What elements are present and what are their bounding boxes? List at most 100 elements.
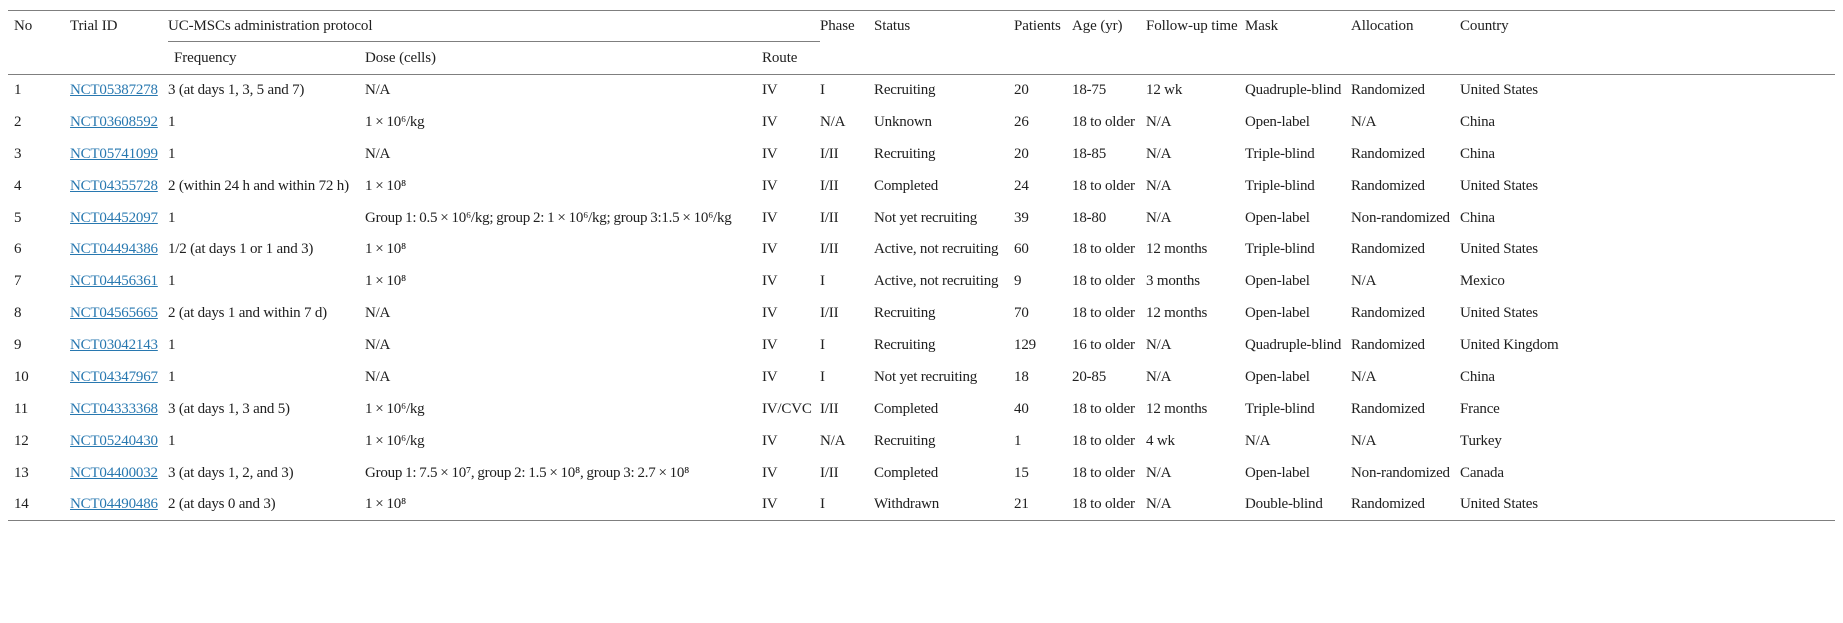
header-country: Country <box>1460 10 1836 75</box>
allocation-cell: Non-randomized <box>1351 464 1450 481</box>
table-row: 2 NCT03608592 1 1 × 10⁶/kg IV N/A Unknown 26 18 … <box>8 106 1835 138</box>
trial-id-link[interactable]: NCT04355728 <box>70 177 158 194</box>
header-row-sub: Frequency Dose (cells) Route <box>8 41 1835 75</box>
country-cell: United States <box>1460 496 1538 513</box>
trial-id-cell: NCT04456361 <box>70 266 168 298</box>
header-dose: Dose (cells) <box>365 41 762 75</box>
frequency-cell: 3 (at days 1, 3, 5 and 7) <box>168 82 305 99</box>
table-row: 14 NCT04490486 2 (at days 0 and 3) 1 × 10⁸ I… <box>8 489 1835 521</box>
follow-up-cell: 12 months <box>1146 305 1208 322</box>
follow-up-cell: N/A <box>1146 496 1172 513</box>
frequency-cell: 1 <box>168 113 176 130</box>
route-cell: IV <box>762 464 778 481</box>
trial-id-link[interactable]: NCT04456361 <box>70 273 158 290</box>
patients-cell: 60 <box>1014 241 1029 258</box>
no-cell: 14 <box>14 496 29 513</box>
frequency-cell: 3 (at days 1, 2, and 3) <box>168 464 294 481</box>
trial-id-link[interactable]: NCT03042143 <box>70 337 158 354</box>
status-cell: Completed <box>874 464 939 481</box>
country-cell: China <box>1460 145 1495 162</box>
allocation-cell: Randomized <box>1351 82 1425 99</box>
phase-cell: N/A <box>820 432 846 449</box>
status-cell: Not yet recruiting <box>874 209 978 226</box>
trial-id-link[interactable]: NCT04565665 <box>70 305 158 322</box>
header-follow-up: Follow-up time <box>1146 10 1246 75</box>
status-cell: Recruiting <box>874 82 936 99</box>
mask-cell: Open-label <box>1245 113 1310 130</box>
country-cell: United States <box>1460 305 1538 322</box>
country-cell: United States <box>1460 177 1538 194</box>
mask-cell: Quadruple-blind <box>1245 82 1342 99</box>
trial-id-link[interactable]: NCT04490486 <box>70 496 158 513</box>
phase-cell: I/II <box>820 177 839 194</box>
trial-id-link[interactable]: NCT04333368 <box>70 400 158 417</box>
trial-id-link[interactable]: NCT04400032 <box>70 464 158 481</box>
dose-cell: 1 × 10⁶/kg <box>365 113 425 130</box>
allocation-cell: Randomized <box>1351 305 1425 322</box>
frequency-cell: 1 <box>168 273 176 290</box>
trial-id-link[interactable]: NCT05240430 <box>70 432 158 449</box>
trial-id-link[interactable]: NCT03608592 <box>70 113 158 130</box>
mask-cell: N/A <box>1245 432 1271 449</box>
status-cell: Recruiting <box>874 337 936 354</box>
table-row: 8 NCT04565665 2 (at days 1 and within 7 d)… <box>8 298 1835 330</box>
trial-id-link[interactable]: NCT04494386 <box>70 241 158 258</box>
dose-cell: Group 1: 0.5 × 10⁶/kg; group 2: 1 × 10⁶/… <box>365 209 732 226</box>
no-cell: 3 <box>14 145 22 162</box>
route-cell: IV <box>762 432 778 449</box>
header-no: No <box>8 10 70 75</box>
no-cell: 11 <box>14 400 29 417</box>
allocation-cell: Randomized <box>1351 241 1425 258</box>
country-cell: Turkey <box>1460 432 1502 449</box>
country-cell: United States <box>1460 241 1538 258</box>
patients-cell: 40 <box>1014 400 1029 417</box>
table-row: 5 NCT04452097 1 Group 1: 0.5 × 10⁶/kg; grou… <box>8 202 1835 234</box>
frequency-cell: 1 <box>168 145 176 162</box>
dose-cell: N/A <box>365 368 391 385</box>
clinical-trials-table: No Trial ID UC-MSCs administration proto… <box>8 10 1836 522</box>
frequency-cell: 2 (at days 1 and within 7 d) <box>168 305 327 322</box>
allocation-cell: Randomized <box>1351 337 1425 354</box>
patients-cell: 24 <box>1014 177 1029 194</box>
status-cell: Recruiting <box>874 145 936 162</box>
phase-cell: I/II <box>820 464 839 481</box>
age-cell: 16 to older <box>1072 337 1135 354</box>
status-cell: Recruiting <box>874 432 936 449</box>
age-cell: 18 to older <box>1072 241 1135 258</box>
table-row: 11 NCT04333368 3 (at days 1, 3 and 5) 1 × 1… <box>8 393 1835 425</box>
trial-id-link[interactable]: NCT05387278 <box>70 82 158 99</box>
dose-cell: 1 × 10⁸ <box>365 241 406 258</box>
frequency-cell: 1 <box>168 337 176 354</box>
no-cell: 4 <box>14 177 22 194</box>
route-cell: IV <box>762 337 778 354</box>
follow-up-cell: N/A <box>1146 368 1172 385</box>
frequency-cell: 1 <box>168 368 176 385</box>
trial-id-link[interactable]: NCT05741099 <box>70 145 158 162</box>
table-row: 6 NCT04494386 1/2 (at days 1 or 1 and 3) 1 … <box>8 234 1835 266</box>
patients-cell: 20 <box>1014 145 1029 162</box>
no-cell: 12 <box>14 432 29 449</box>
frequency-cell: 3 (at days 1, 3 and 5) <box>168 400 290 417</box>
trial-id-cell: NCT04490486 <box>70 489 168 521</box>
phase-cell: I <box>820 368 825 385</box>
age-cell: 18-80 <box>1072 209 1107 226</box>
no-cell: 5 <box>14 209 22 226</box>
phase-cell: I <box>820 273 825 290</box>
no-cell: 9 <box>14 337 22 354</box>
table-row: 10 NCT04347967 1 N/A IV I Not yet recruiting 18… <box>8 362 1835 394</box>
dose-cell: Group 1: 7.5 × 10⁷, group 2: 1.5 × 10⁸, … <box>365 464 690 481</box>
dose-cell: N/A <box>365 145 391 162</box>
patients-cell: 39 <box>1014 209 1029 226</box>
trial-id-link[interactable]: NCT04452097 <box>70 209 158 226</box>
trial-id-cell: NCT04400032 <box>70 457 168 489</box>
status-cell: Completed <box>874 177 939 194</box>
follow-up-cell: 3 months <box>1146 273 1200 290</box>
country-cell: China <box>1460 368 1495 385</box>
no-cell: 8 <box>14 305 22 322</box>
table-header: No Trial ID UC-MSCs administration proto… <box>8 10 1836 75</box>
trial-id-link[interactable]: NCT04347967 <box>70 368 158 385</box>
age-cell: 18 to older <box>1072 464 1135 481</box>
no-cell: 10 <box>14 368 29 385</box>
age-cell: 20-85 <box>1072 368 1107 385</box>
